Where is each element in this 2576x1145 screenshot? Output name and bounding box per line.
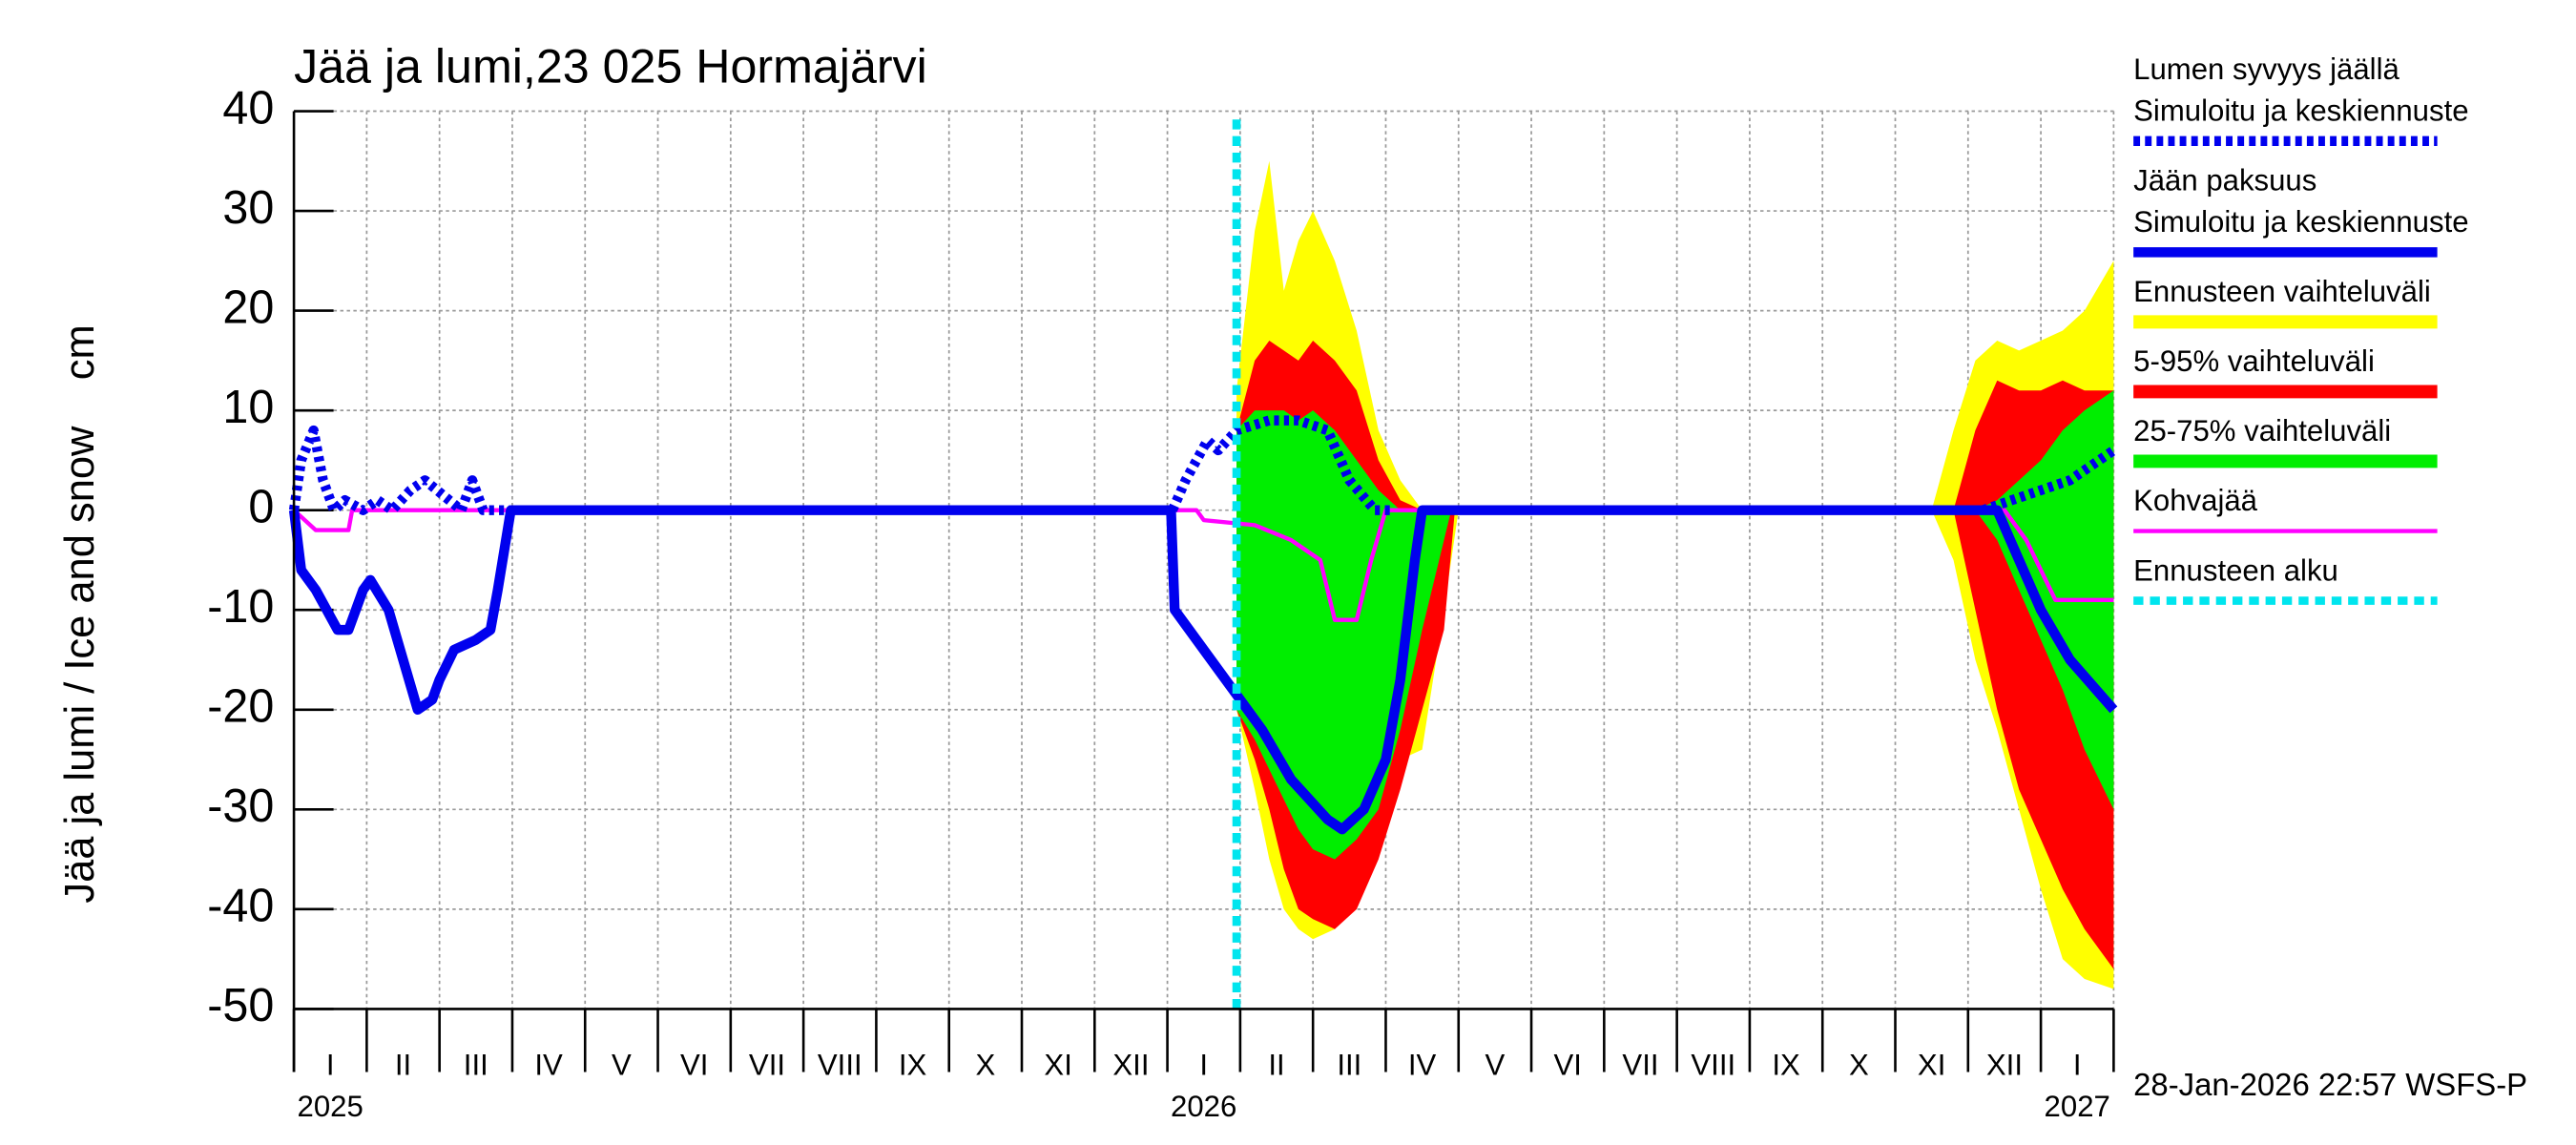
month-label: VII: [1622, 1048, 1658, 1081]
month-label: XI: [1918, 1048, 1945, 1081]
y-tick-label: 20: [222, 281, 274, 333]
y-tick-label: -50: [207, 980, 274, 1031]
line: [292, 508, 2114, 622]
month-label: X: [975, 1048, 995, 1081]
line: [1168, 415, 1394, 515]
month-label: VI: [1553, 1048, 1581, 1081]
y-tick-label: 0: [248, 481, 274, 532]
month-label: V: [1485, 1048, 1506, 1081]
month-label: IX: [899, 1048, 927, 1081]
month-label: IX: [1772, 1048, 1800, 1081]
y-axis-label: Jää ja lumi / Ice and snow cm: [57, 324, 103, 903]
month-label: X: [1849, 1048, 1869, 1081]
month-label: XII: [1986, 1048, 2023, 1081]
month-label: VIII: [818, 1048, 862, 1081]
month-label: III: [464, 1048, 488, 1081]
legend-label: Simuloitu ja keskiennuste: [2133, 205, 2468, 239]
y-tick-label: -20: [207, 681, 274, 733]
legend-label: Simuloitu ja keskiennuste: [2133, 94, 2468, 127]
month-label: IV: [534, 1048, 563, 1081]
year-label: 2027: [2045, 1090, 2110, 1123]
y-tick-label: -10: [207, 581, 274, 633]
line: [1981, 446, 2117, 515]
month-label: XII: [1112, 1048, 1149, 1081]
month-label: IV: [1408, 1048, 1437, 1081]
band: [1931, 390, 2114, 810]
band: [1236, 410, 1452, 860]
month-label: II: [1268, 1048, 1284, 1081]
legend-label: Ennusteen alku: [2133, 553, 2338, 587]
month-label: I: [1199, 1048, 1208, 1081]
month-label: V: [612, 1048, 632, 1081]
legend-label: Ennusteen vaihteluväli: [2133, 275, 2431, 308]
year-label: 2026: [1171, 1090, 1236, 1123]
month-label: VI: [680, 1048, 708, 1081]
legend-label: Kohvajää: [2133, 484, 2258, 517]
legend-label: 5-95% vaihteluväli: [2133, 344, 2375, 378]
y-tick-label: 40: [222, 82, 274, 134]
legend-label: Jään paksuus: [2133, 164, 2316, 198]
month-label: I: [326, 1048, 335, 1081]
legend-label: 25-75% vaihteluväli: [2133, 414, 2391, 448]
month-label: III: [1337, 1048, 1361, 1081]
y-tick-label: 10: [222, 382, 274, 433]
month-label: VII: [749, 1048, 785, 1081]
line: [288, 425, 510, 515]
y-tick-label: -40: [207, 881, 274, 932]
legend-label: Lumen syvyys jäällä: [2133, 52, 2399, 86]
line: [288, 505, 2118, 835]
month-label: I: [2073, 1048, 2082, 1081]
month-label: XI: [1044, 1048, 1071, 1081]
footer: 28-Jan-2026 22:57 WSFS-P: [2133, 1067, 2527, 1102]
year-label: 2025: [298, 1090, 364, 1123]
y-tick-label: -30: [207, 781, 274, 832]
month-label: II: [395, 1048, 411, 1081]
month-label: VIII: [1691, 1048, 1735, 1081]
y-tick-label: 30: [222, 182, 274, 234]
chart-title: Jää ja lumi,23 025 Hormajärvi: [294, 38, 927, 93]
